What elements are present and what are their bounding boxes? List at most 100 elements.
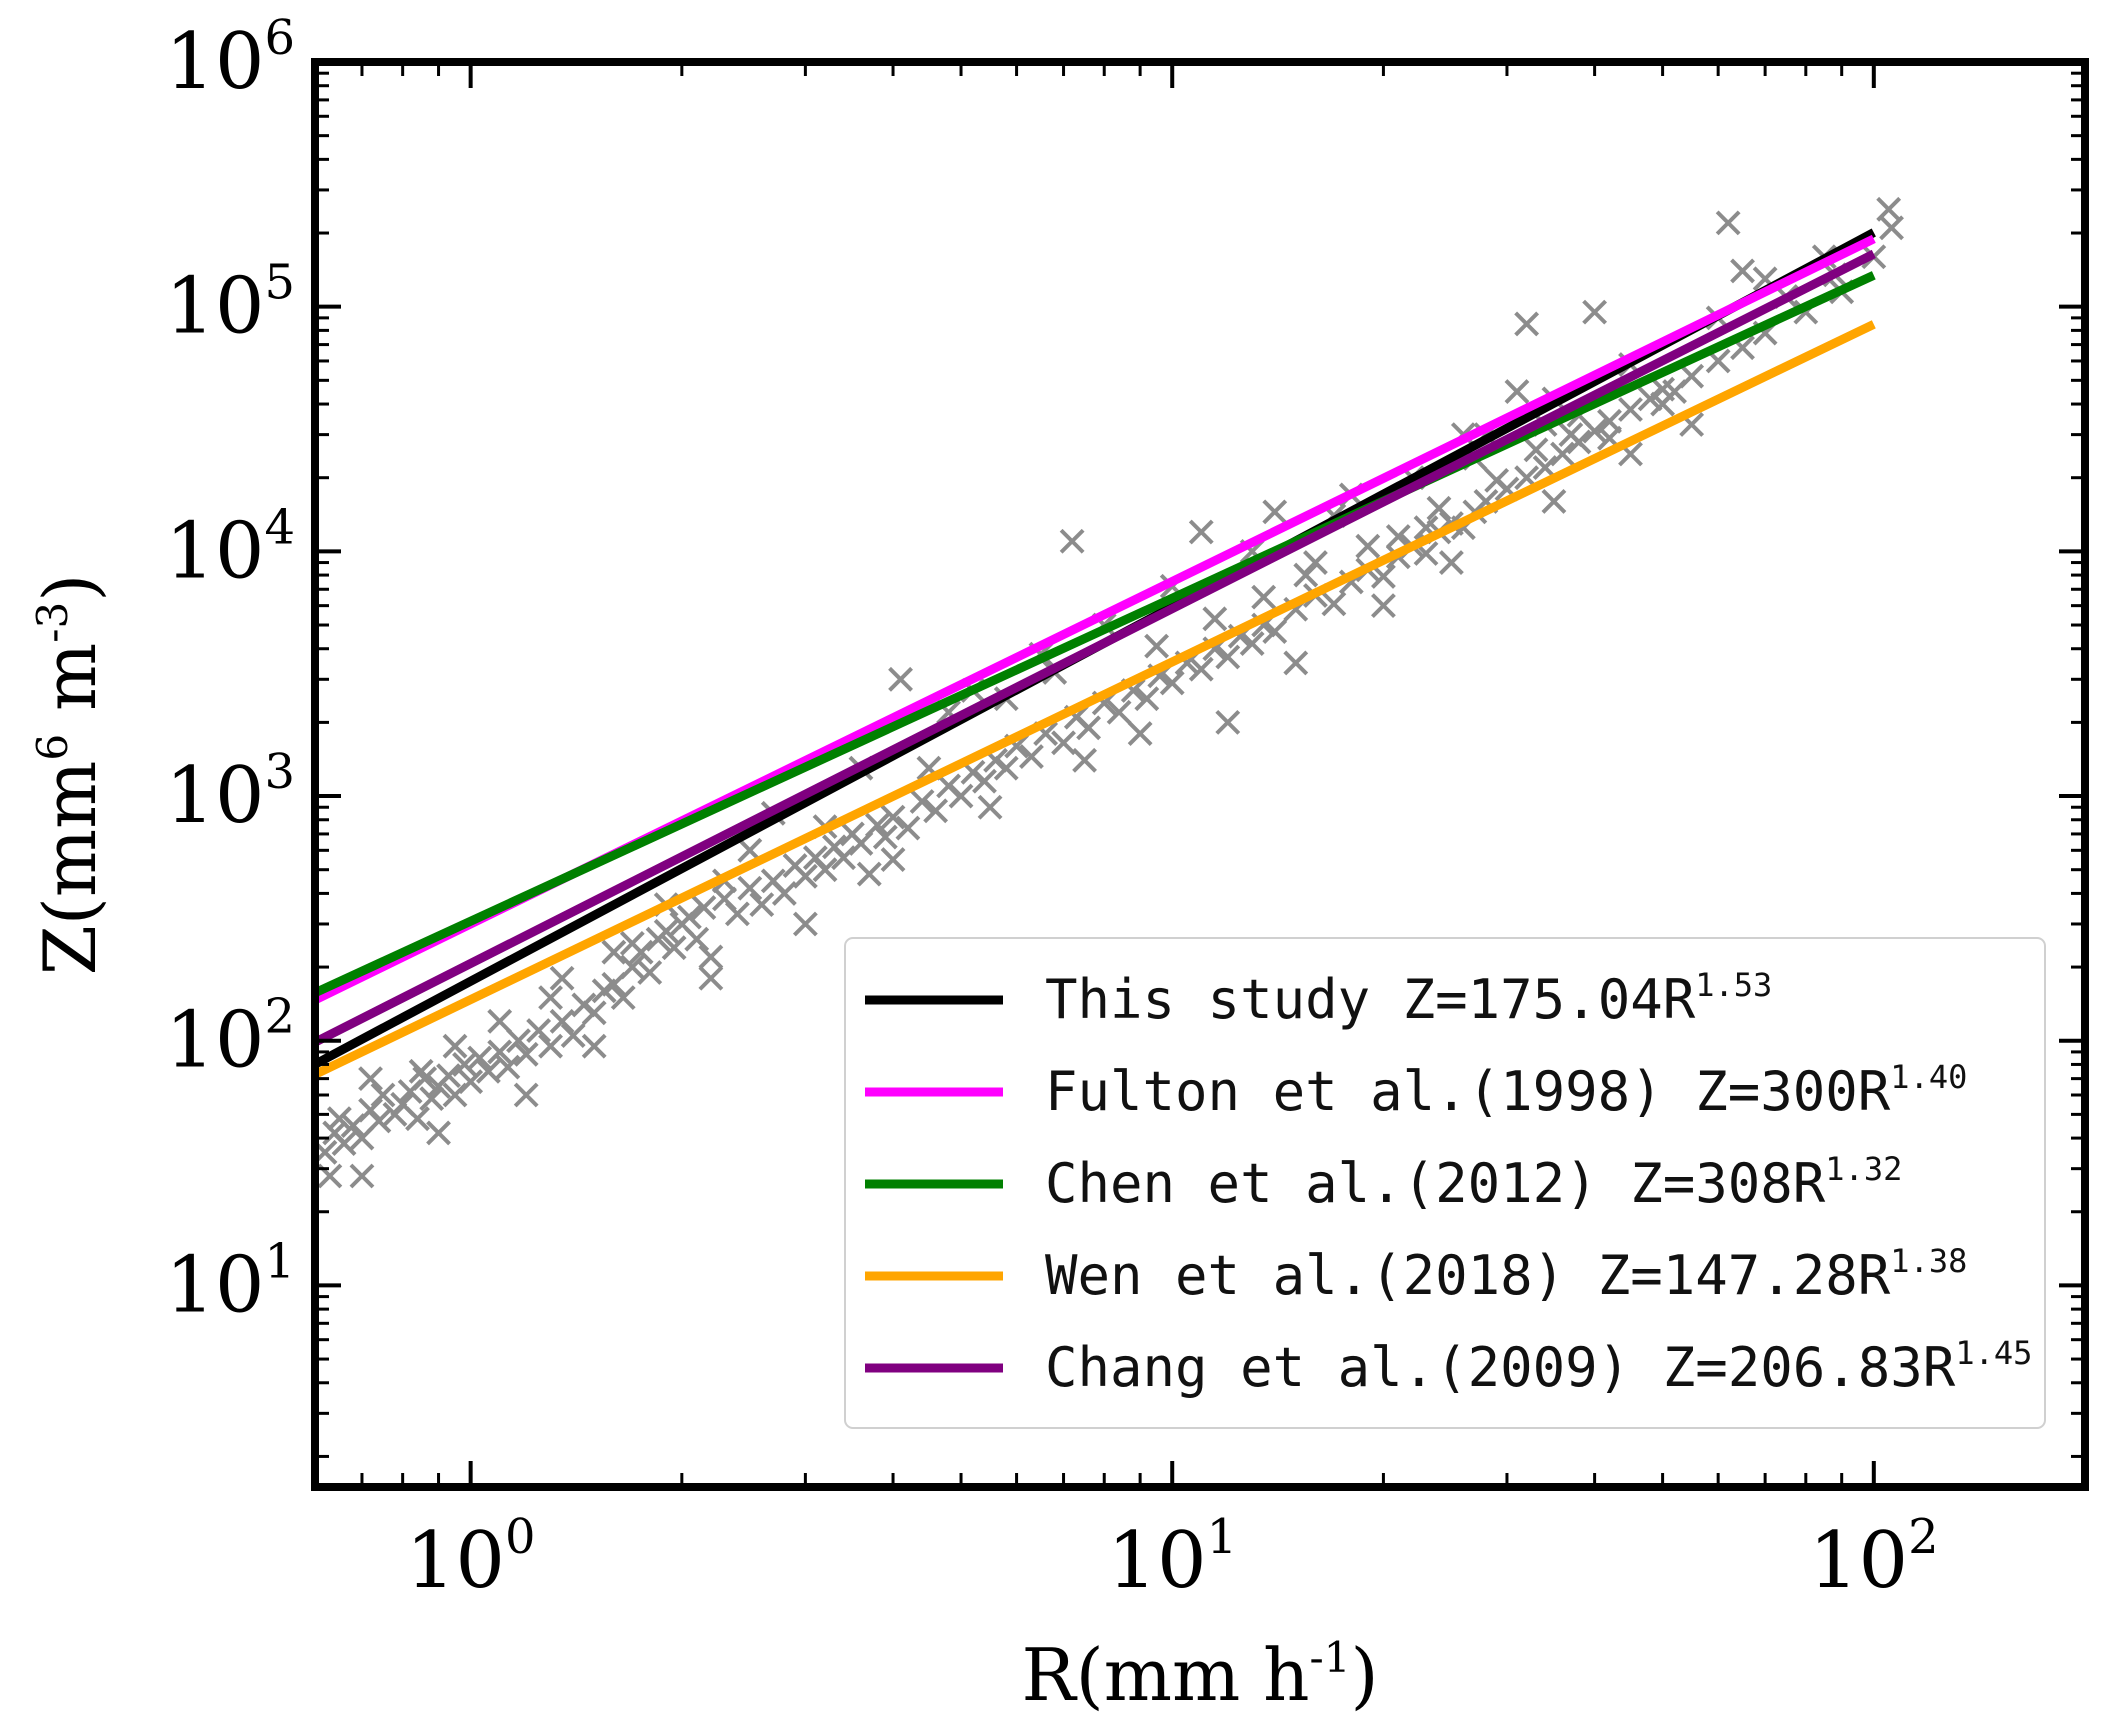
scatter-point	[637, 960, 663, 985]
scatter-point	[993, 755, 1019, 781]
scatter-point	[1127, 721, 1153, 746]
scatter-point	[771, 880, 797, 906]
scatter-point	[475, 1058, 501, 1084]
scatter-point	[370, 1082, 396, 1108]
scatter-point	[1059, 528, 1085, 554]
scatter-point	[1293, 562, 1319, 588]
legend-series-name: Wen et al.(2018)	[1045, 1244, 1598, 1307]
legend-formula: Z=206.83R	[1663, 1336, 1956, 1399]
scatter-point	[831, 845, 856, 871]
legend: This study Z=175.04R1.53 Fulton et al.(19…	[844, 937, 2046, 1429]
scatter-point	[1371, 563, 1396, 589]
scatter-point	[538, 985, 563, 1011]
scatter-point	[1385, 524, 1411, 549]
scatter-point	[549, 1008, 575, 1034]
x-axis-label-main: R(mm h	[1021, 1633, 1309, 1717]
scatter-point	[601, 939, 627, 965]
legend-exponent: 1.53	[1695, 966, 1772, 1004]
scatter-point	[1303, 550, 1328, 575]
scatter-point	[442, 1033, 468, 1059]
scatter-point	[1484, 467, 1510, 493]
x-axis-label-exp: -1	[1310, 1633, 1351, 1682]
scatter-point	[1541, 489, 1567, 514]
y-tick-label: 102	[165, 989, 295, 1086]
scatter-point	[792, 911, 818, 937]
legend-series-name: Fulton et al.(1998)	[1045, 1060, 1695, 1123]
scatter-point	[1215, 709, 1241, 735]
legend-formula: Z=308R	[1630, 1152, 1826, 1215]
scatter-point	[880, 804, 906, 830]
scatter-point	[495, 1054, 521, 1080]
scatter-point	[619, 930, 645, 956]
legend-label-3: Chen et al.(2012) Z=308R1.32	[1045, 1150, 1902, 1215]
scatter-point	[487, 1008, 513, 1034]
scatter-point	[1215, 644, 1241, 670]
scatter-point	[538, 1033, 563, 1059]
scatter-point	[1514, 311, 1540, 337]
scatter-point	[923, 798, 949, 824]
x-tick-label: 100	[406, 1509, 536, 1606]
scatter-point	[412, 1066, 438, 1092]
fit-lines	[312, 228, 1876, 1079]
legend-label-1: This study Z=175.04R1.53	[1045, 966, 1772, 1031]
y-axis-label-mid: m	[28, 643, 112, 734]
scatter-point	[358, 1066, 383, 1092]
scatter-point	[1202, 606, 1228, 632]
scatter-point	[1159, 670, 1185, 696]
scatter-point	[619, 954, 645, 980]
y-tick-label: 104	[165, 499, 295, 596]
legend-label-2: Fulton et al.(1998) Z=300R1.40	[1045, 1058, 1967, 1123]
scatter-point	[419, 1086, 445, 1112]
series-line-5	[312, 249, 1876, 1047]
scatter-point	[724, 901, 750, 927]
scatter-point	[1188, 519, 1214, 545]
y-axis-label-exp2: -3	[28, 602, 77, 643]
scatter-point	[1371, 593, 1396, 619]
scatter-point	[749, 892, 775, 918]
scatter-point	[513, 1041, 539, 1067]
scatter-point	[909, 789, 935, 814]
scatter-point	[331, 1131, 357, 1156]
legend-exponent: 1.38	[1890, 1242, 1967, 1280]
x-tick-label: 101	[1107, 1509, 1237, 1606]
scatter-point	[366, 1108, 392, 1134]
scatter-point	[436, 1063, 461, 1089]
scatter-point	[1438, 550, 1464, 575]
scatter-point	[684, 926, 710, 952]
scatter-point	[1188, 656, 1214, 682]
scatter-point	[560, 1023, 586, 1048]
scatter-point	[1523, 437, 1549, 463]
y-tick-label: 101	[165, 1233, 295, 1330]
scatter-point	[1262, 499, 1288, 525]
scatter-point	[426, 1120, 451, 1146]
y-axis-label-main: Z(mm	[28, 761, 112, 976]
scatter-point	[1558, 422, 1584, 448]
scatter-point	[676, 904, 702, 930]
legend-series-name: This study	[1045, 968, 1403, 1031]
y-tick-label: 106	[165, 10, 295, 107]
scatter-point	[581, 1000, 607, 1026]
tick-labels: 100 101 102 101 102 103 104 105 106	[165, 10, 1939, 1606]
y-axis-label-close: )	[28, 574, 112, 602]
scatter-point	[888, 666, 913, 692]
scatter-point	[1251, 584, 1277, 610]
scatter-point	[872, 824, 898, 850]
scatter-point	[610, 985, 636, 1011]
scatter-point	[1106, 699, 1132, 725]
scatter-point	[549, 965, 575, 991]
y-axis-label-exp1: 6	[28, 734, 77, 761]
scatter-point	[1144, 633, 1170, 659]
scatter-point	[1650, 391, 1676, 417]
series-line-3	[313, 271, 1876, 997]
scatter-point	[864, 812, 890, 838]
legend-formula: Z=300R	[1695, 1060, 1891, 1123]
scatter-point	[698, 944, 724, 970]
legend-series-name: Chen et al.(2012)	[1045, 1152, 1630, 1215]
plot-frame	[311, 58, 2089, 1491]
scatter-point	[972, 768, 997, 794]
scatter-point	[1051, 730, 1076, 756]
scatter-point	[661, 935, 687, 961]
legend-label-4: Wen et al.(2018) Z=147.28R1.38	[1045, 1242, 1967, 1307]
scatter-point	[1321, 591, 1347, 617]
